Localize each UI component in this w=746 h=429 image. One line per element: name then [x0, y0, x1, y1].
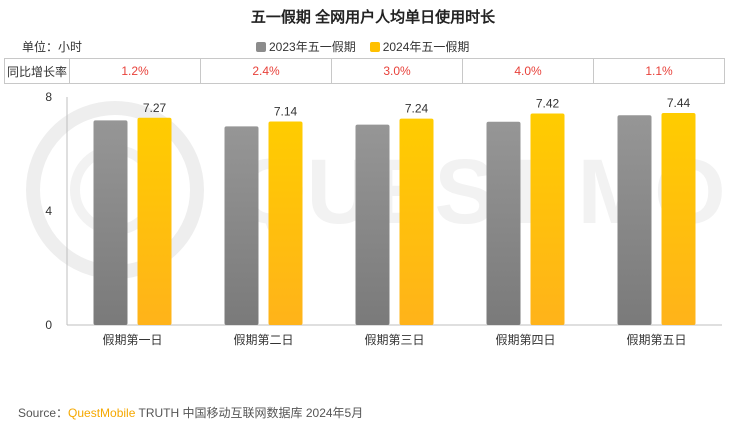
bar-2023-day1 — [93, 120, 128, 325]
source-prefix: Source： — [18, 406, 69, 420]
yoy-row: 同比增长率 1.2% 2.4% 3.0% 4.0% 1.1% — [4, 58, 725, 84]
bar-2023-day5 — [617, 115, 652, 326]
source-note: Source：QuestMobile TRUTH 中国移动互联网数据库 2024… — [18, 404, 363, 421]
bar-chart: 0 4 8 7.27 假期第一日 7.14 假期第二日 7.24 假期第三日 7.42 假期第四日 7… — [45, 90, 722, 347]
bar-2023-day2 — [224, 126, 259, 325]
yoy-value-day5: 1.1% — [593, 58, 725, 84]
yoy-value-day1: 1.2% — [69, 58, 201, 84]
bar-2024-day2 — [268, 121, 303, 325]
data-label-2024-day4: 7.42 — [536, 97, 560, 111]
bar-2024-day5 — [661, 112, 696, 326]
data-label-2024-day3: 7.24 — [405, 102, 429, 116]
source-rest: TRUTH 中国移动互联网数据库 2024年5月 — [135, 406, 364, 420]
y-tick-label-2: 8 — [45, 90, 52, 104]
legend-item-2024: 2024年五一假期 — [369, 38, 470, 55]
data-label-2024-day5: 7.44 — [667, 96, 691, 110]
yoy-value-day2: 2.4% — [200, 58, 332, 84]
data-label-2024-day1: 7.27 — [143, 101, 167, 115]
y-tick-label-0: 0 — [45, 318, 52, 332]
x-tick-label-day5: 假期第五日 — [626, 333, 686, 347]
x-tick-label-day4: 假期第四日 — [495, 333, 555, 347]
legend: 2023年五一假期 2024年五一假期 — [256, 38, 469, 55]
bar-2024-day3 — [399, 118, 434, 325]
x-tick-label-day2: 假期第二日 — [233, 333, 293, 347]
bar-2024-day4 — [530, 113, 565, 325]
x-tick-label-day3: 假期第三日 — [364, 333, 424, 347]
unit-label: 单位：小时 — [22, 40, 83, 54]
yoy-header: 同比增长率 — [4, 58, 70, 84]
legend-label-2024: 2024年五一假期 — [382, 40, 470, 54]
legend-item-2023: 2023年五一假期 — [256, 38, 356, 55]
yoy-value-day3: 3.0% — [331, 58, 463, 84]
source-brand: QuestMobile — [68, 406, 136, 420]
chart-title: 五一假期 全网用户人均单日使用时长 — [250, 9, 496, 26]
y-tick-label-1: 4 — [45, 204, 52, 218]
x-tick-label-day1: 假期第一日 — [102, 333, 162, 347]
yoy-growth-table: 同比增长率 1.2% 2.4% 3.0% 4.0% 1.1% — [4, 58, 725, 84]
bar-2024-day1 — [137, 117, 172, 326]
legend-swatch-2024 — [369, 41, 380, 52]
bar-2023-day4 — [486, 121, 521, 325]
legend-swatch-2023 — [256, 41, 266, 52]
yoy-value-day4: 4.0% — [462, 58, 594, 84]
data-label-2024-day2: 7.14 — [274, 105, 298, 119]
bar-2023-day3 — [355, 124, 390, 325]
legend-label-2023: 2023年五一假期 — [269, 40, 356, 54]
